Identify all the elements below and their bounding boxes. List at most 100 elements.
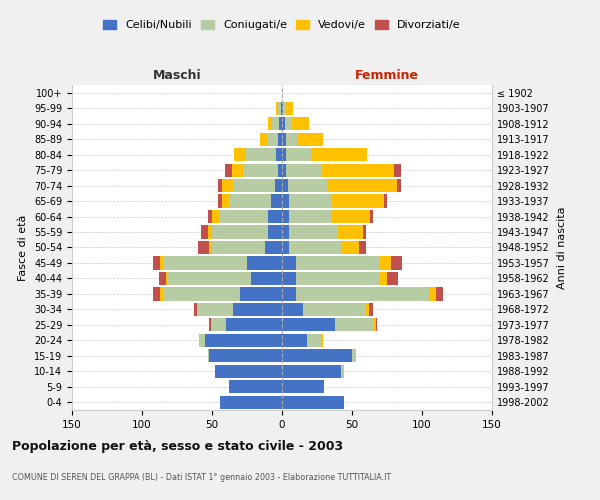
Bar <box>282 132 286 145</box>
Bar <box>289 226 338 238</box>
Bar <box>429 288 436 300</box>
Bar <box>282 210 289 223</box>
Bar <box>167 272 251 285</box>
Bar <box>282 256 296 270</box>
Bar <box>240 288 282 300</box>
Bar <box>282 117 285 130</box>
Bar <box>394 164 401 176</box>
Bar <box>209 241 212 254</box>
Bar <box>287 179 327 192</box>
Bar <box>285 117 292 130</box>
Bar <box>281 102 282 115</box>
Bar <box>201 226 208 238</box>
Bar <box>245 148 277 161</box>
Bar <box>268 210 282 223</box>
Bar <box>282 148 286 161</box>
Bar <box>218 194 222 207</box>
Bar <box>222 194 229 207</box>
Bar <box>282 350 352 362</box>
Bar <box>369 303 373 316</box>
Bar <box>278 132 282 145</box>
Y-axis label: Anni di nascita: Anni di nascita <box>557 206 566 288</box>
Bar <box>208 226 212 238</box>
Bar <box>229 194 271 207</box>
Bar <box>233 179 275 192</box>
Bar <box>370 210 373 223</box>
Bar <box>282 364 341 378</box>
Bar <box>282 164 286 176</box>
Bar <box>153 288 160 300</box>
Bar <box>212 241 265 254</box>
Text: Maschi: Maschi <box>152 69 202 82</box>
Bar <box>327 179 397 192</box>
Bar <box>286 164 321 176</box>
Bar <box>289 210 331 223</box>
Bar <box>222 179 233 192</box>
Bar <box>233 303 282 316</box>
Text: Popolazione per età, sesso e stato civile - 2003: Popolazione per età, sesso e stato civil… <box>12 440 343 453</box>
Bar <box>224 164 232 176</box>
Bar <box>198 303 233 316</box>
Bar <box>205 334 282 347</box>
Bar <box>278 102 281 115</box>
Bar <box>163 288 240 300</box>
Bar <box>359 241 366 254</box>
Bar <box>282 102 283 115</box>
Bar <box>282 179 287 192</box>
Bar <box>194 303 197 316</box>
Bar <box>283 102 286 115</box>
Bar <box>331 210 370 223</box>
Bar <box>289 194 331 207</box>
Bar <box>226 318 282 332</box>
Bar <box>251 272 282 285</box>
Bar <box>211 318 212 332</box>
Bar <box>278 164 282 176</box>
Bar <box>208 350 209 362</box>
Bar <box>397 179 401 192</box>
Bar <box>380 272 387 285</box>
Bar <box>163 256 247 270</box>
Bar <box>282 334 307 347</box>
Bar <box>289 241 342 254</box>
Bar <box>338 226 363 238</box>
Bar <box>160 288 163 300</box>
Bar <box>352 350 356 362</box>
Bar <box>282 226 289 238</box>
Text: Femmine: Femmine <box>355 69 419 82</box>
Bar <box>235 148 245 161</box>
Bar <box>296 288 429 300</box>
Bar <box>376 318 377 332</box>
Y-axis label: Fasce di età: Fasce di età <box>19 214 28 280</box>
Bar <box>218 179 222 192</box>
Bar <box>247 256 282 270</box>
Bar <box>363 226 366 238</box>
Bar <box>286 132 298 145</box>
Bar <box>232 164 243 176</box>
Bar <box>282 318 335 332</box>
Bar <box>366 303 369 316</box>
Bar <box>380 256 391 270</box>
Bar <box>282 288 296 300</box>
Bar <box>282 303 303 316</box>
Bar <box>335 318 374 332</box>
Text: COMUNE DI SEREN DEL GRAPPA (BL) - Dati ISTAT 1° gennaio 2003 - Elaborazione TUTT: COMUNE DI SEREN DEL GRAPPA (BL) - Dati I… <box>12 473 391 482</box>
Bar <box>166 272 167 285</box>
Bar <box>296 272 380 285</box>
Bar <box>271 194 282 207</box>
Bar <box>212 318 226 332</box>
Bar <box>286 102 293 115</box>
Bar <box>275 179 282 192</box>
Bar <box>199 334 205 347</box>
Bar <box>282 194 289 207</box>
Bar <box>260 132 266 145</box>
Bar <box>277 102 278 115</box>
Bar <box>321 164 394 176</box>
Bar <box>282 272 296 285</box>
Bar <box>209 318 211 332</box>
Bar <box>277 148 282 161</box>
Bar <box>342 241 359 254</box>
Bar <box>272 117 279 130</box>
Bar <box>282 380 324 394</box>
Bar <box>212 226 268 238</box>
Bar <box>215 364 282 378</box>
